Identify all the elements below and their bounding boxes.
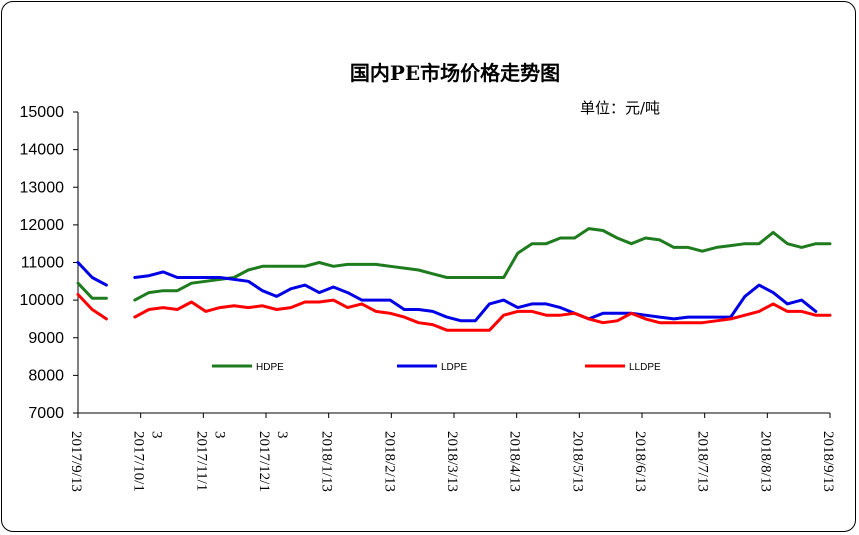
x-tick-label: 2018/4/13	[507, 431, 523, 492]
y-tick-label: 8000	[28, 367, 64, 384]
legend: HDPE LDPE LLDPE	[212, 362, 661, 373]
x-tick-label: 2018/2/13	[381, 431, 397, 492]
y-tick-label: 13000	[20, 179, 65, 196]
x-tick-label: 2018/1/13	[319, 431, 335, 492]
legend-label-ldpe: LDPE	[441, 362, 467, 373]
x-axis-ticks: 2017/9/13 2017/10/1 3 2017/11/1 3 2017/12/1 3 2…	[68, 413, 836, 492]
x-tick-label: 3	[211, 431, 227, 439]
y-axis-ticks: 15000 14000 13000 12000 11000 10000 9000 8000 70…	[20, 104, 78, 422]
legend-label-lldpe: LLDPE	[629, 362, 661, 373]
x-tick-label: 2017/9/13	[68, 431, 84, 492]
x-tick-label: 2018/8/13	[757, 431, 773, 492]
x-tick-label: 2018/9/13	[820, 431, 836, 492]
x-tick-label: 2018/7/13	[695, 431, 711, 492]
series-lines	[76, 227, 832, 332]
series-line-ldpe	[76, 261, 818, 323]
y-tick-label: 7000	[28, 405, 64, 422]
y-tick-label: 15000	[20, 104, 65, 121]
unit-label: 单位：元/吨	[580, 99, 660, 117]
x-tick-label: 3	[149, 431, 165, 439]
x-tick-label: 3	[274, 431, 290, 439]
y-tick-label: 11000	[21, 255, 64, 272]
x-tick-label: 2017/11/1	[193, 431, 209, 491]
y-tick-label: 10000	[20, 292, 65, 309]
y-tick-label: 14000	[20, 142, 65, 159]
y-tick-label: 12000	[20, 217, 65, 234]
x-tick-label: 2017/10/1	[131, 431, 147, 492]
series-line-hdpe	[76, 227, 832, 302]
x-tick-label: 2017/12/1	[256, 431, 272, 492]
x-tick-label: 2018/6/13	[632, 431, 648, 492]
series-line-lldpe	[76, 293, 832, 332]
x-tick-label: 2018/5/13	[569, 431, 585, 492]
legend-label-hdpe: HDPE	[256, 362, 284, 373]
x-tick-label: 2018/3/13	[444, 431, 460, 492]
y-tick-label: 9000	[28, 330, 64, 347]
chart-title: 国内PE市场价格走势图	[350, 61, 560, 85]
